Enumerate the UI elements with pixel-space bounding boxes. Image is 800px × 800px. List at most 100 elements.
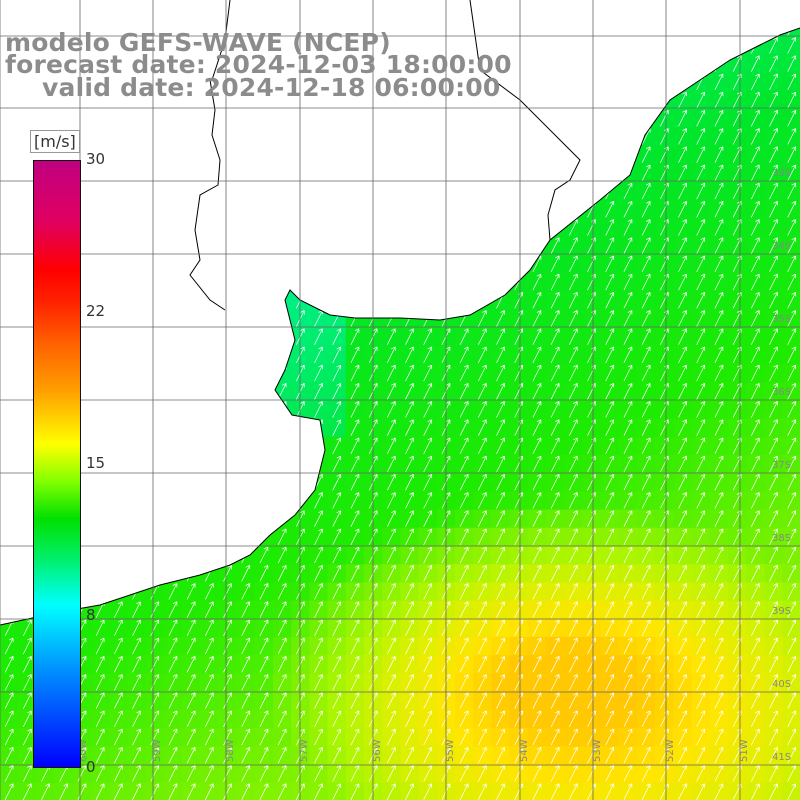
wind-arrow (41, 783, 50, 800)
wind-speed-cell (182, 655, 201, 674)
wind-speed-cell (673, 728, 693, 747)
wind-speed-cell (145, 600, 165, 620)
wind-arrow (696, 219, 706, 236)
wind-arrow (750, 564, 760, 582)
wind-arrow (605, 255, 615, 273)
wind-speed-cell (709, 145, 729, 165)
wind-arrow (150, 601, 160, 618)
wind-speed-cell (582, 400, 602, 420)
wind-arrow (350, 674, 360, 691)
wind-speed-cell (709, 382, 729, 401)
wind-arrow (769, 583, 778, 600)
wind-speed-cell (746, 91, 765, 110)
wind-speed-cell (728, 182, 747, 201)
wind-arrow (259, 728, 269, 746)
wind-arrow (22, 728, 32, 746)
wind-arrow (696, 128, 706, 145)
wind-speed-cell (764, 546, 784, 565)
wind-arrow (532, 692, 542, 709)
wind-speed-cell (637, 327, 656, 347)
wind-speed-cell (418, 582, 438, 602)
wind-arrow (750, 528, 760, 546)
wind-speed-cell (546, 327, 565, 347)
wind-arrow (241, 583, 251, 600)
wind-speed-cell (327, 546, 347, 565)
wind-speed-cell (273, 709, 292, 729)
wind-speed-cell (491, 455, 511, 474)
wind-arrow (787, 619, 797, 637)
wind-arrow (787, 182, 797, 200)
wind-arrow (532, 401, 542, 418)
wind-speed-cell (273, 546, 292, 565)
wind-arrow (750, 492, 760, 509)
wind-arrow (332, 473, 342, 491)
wind-speed-cell (18, 637, 37, 656)
wind-arrow (459, 437, 469, 455)
wind-speed-cell (655, 564, 674, 583)
wind-speed-cell (582, 655, 602, 674)
wind-speed-cell (418, 618, 438, 638)
wind-speed-cell (200, 709, 219, 729)
wind-arrow (386, 619, 396, 637)
wind-arrow (769, 146, 778, 163)
wind-arrow (696, 637, 706, 655)
longitude-label: 58W (225, 739, 236, 762)
wind-speed-cell (746, 746, 765, 765)
wind-arrow (314, 619, 323, 637)
wind-arrow (623, 382, 633, 400)
wind-speed-cell (527, 400, 547, 420)
wind-speed-cell (709, 709, 729, 729)
wind-arrow (459, 619, 469, 637)
wind-arrow (696, 255, 706, 273)
wind-speed-cell (546, 564, 565, 583)
wind-arrow (550, 346, 560, 364)
wind-speed-cell (728, 327, 747, 347)
wind-speed-cell (746, 291, 765, 310)
wind-arrow (568, 273, 578, 291)
wind-speed-cell (291, 364, 310, 383)
wind-speed-cell (600, 200, 620, 219)
wind-arrow (714, 237, 724, 254)
wind-arrow (641, 655, 651, 673)
wind-speed-cell (546, 709, 565, 729)
wind-arrow (696, 291, 706, 309)
wind-arrow (350, 346, 360, 364)
wind-arrow (132, 692, 141, 709)
wind-arrow (514, 382, 524, 400)
wind-speed-cell (637, 145, 656, 165)
wind-arrow (623, 528, 633, 546)
wind-speed-cell (400, 564, 420, 583)
wind-arrow (405, 382, 414, 400)
wind-arrow (496, 583, 505, 600)
wind-arrow (787, 692, 797, 709)
wind-arrow (641, 510, 651, 527)
wind-arrow (769, 164, 778, 182)
wind-speed-cell (764, 637, 784, 656)
wind-arrow (550, 546, 560, 564)
wind-speed-cell (418, 655, 438, 674)
wind-arrow (314, 364, 323, 382)
wind-speed-cell (309, 746, 329, 765)
wind-arrow (132, 783, 141, 800)
wind-speed-cell (527, 564, 547, 583)
wind-arrow (204, 674, 214, 691)
latitude-label: 35S (772, 314, 791, 325)
wind-speed-cell (673, 746, 693, 765)
wind-arrow (532, 437, 542, 455)
wind-speed-cell (455, 418, 474, 438)
wind-speed-cell (91, 691, 110, 711)
wind-arrow (514, 783, 524, 800)
wind-speed-cell (473, 382, 492, 401)
wind-speed-cell (491, 327, 511, 347)
wind-arrow (550, 401, 560, 418)
wind-speed-cell (618, 418, 638, 438)
wind-speed-cell (673, 254, 693, 274)
wind-speed-cell (582, 728, 602, 747)
wind-speed-cell (728, 764, 747, 784)
wind-speed-cell (564, 527, 583, 547)
wind-arrow (350, 783, 360, 800)
wind-speed-cell (600, 655, 620, 674)
wind-arrow (223, 637, 232, 655)
wind-speed-cell (691, 236, 711, 256)
